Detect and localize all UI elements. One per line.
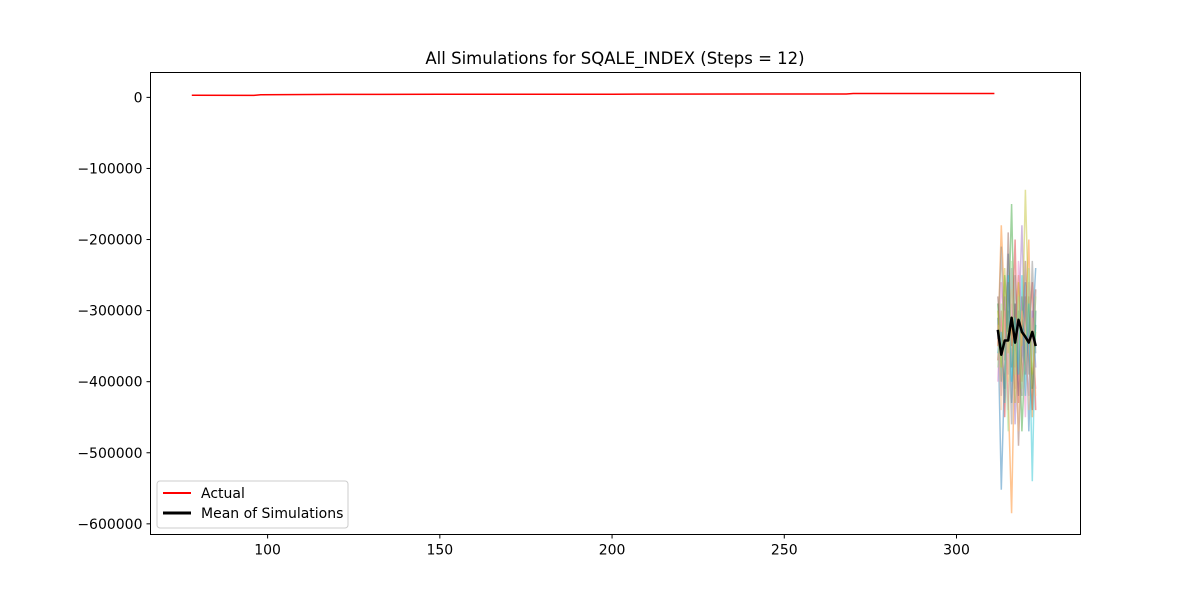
legend-label-actual: Actual: [201, 486, 245, 502]
legend-label-mean: Mean of Simulations: [201, 506, 343, 522]
legend: Actual Mean of Simulations: [156, 480, 349, 529]
legend-box: [156, 480, 349, 529]
plot-frame: [150, 72, 1081, 535]
y-tick-label: −300000: [77, 304, 142, 320]
x-tick-label: 150: [426, 543, 453, 559]
x-tick-label: 300: [943, 543, 970, 559]
x-tick-label: 100: [254, 543, 281, 559]
simulation-line: [997, 232, 1037, 446]
simulation-line: [997, 253, 1037, 490]
simulation-line: [997, 275, 1037, 482]
y-tick-label: 0: [134, 90, 143, 106]
x-tick-label: 250: [771, 543, 798, 559]
y-tick-label: −600000: [77, 517, 142, 533]
simulation-line: [997, 189, 1037, 404]
simulation-line: [997, 225, 1037, 425]
y-tick-label: −100000: [77, 161, 142, 177]
mean-series: [996, 316, 1037, 356]
y-tick-label: −400000: [77, 375, 142, 391]
actual-line: [191, 92, 995, 97]
chart-title: All Simulations for SQALE_INDEX (Steps =…: [425, 49, 804, 69]
simulation-line: [997, 239, 1037, 418]
y-tick-label: −200000: [77, 233, 142, 249]
simulation-line: [997, 289, 1037, 432]
x-tick-label: 200: [599, 543, 626, 559]
y-axis: 0 −100000 −200000 −300000 −400000 −500000 −600…: [77, 90, 151, 533]
mean-line: [996, 316, 1037, 356]
y-tick-label: −500000: [77, 446, 142, 462]
simulation-line: [997, 225, 1037, 514]
x-axis: 100 150 200 250 300: [254, 534, 970, 559]
actual-series: [191, 92, 995, 97]
